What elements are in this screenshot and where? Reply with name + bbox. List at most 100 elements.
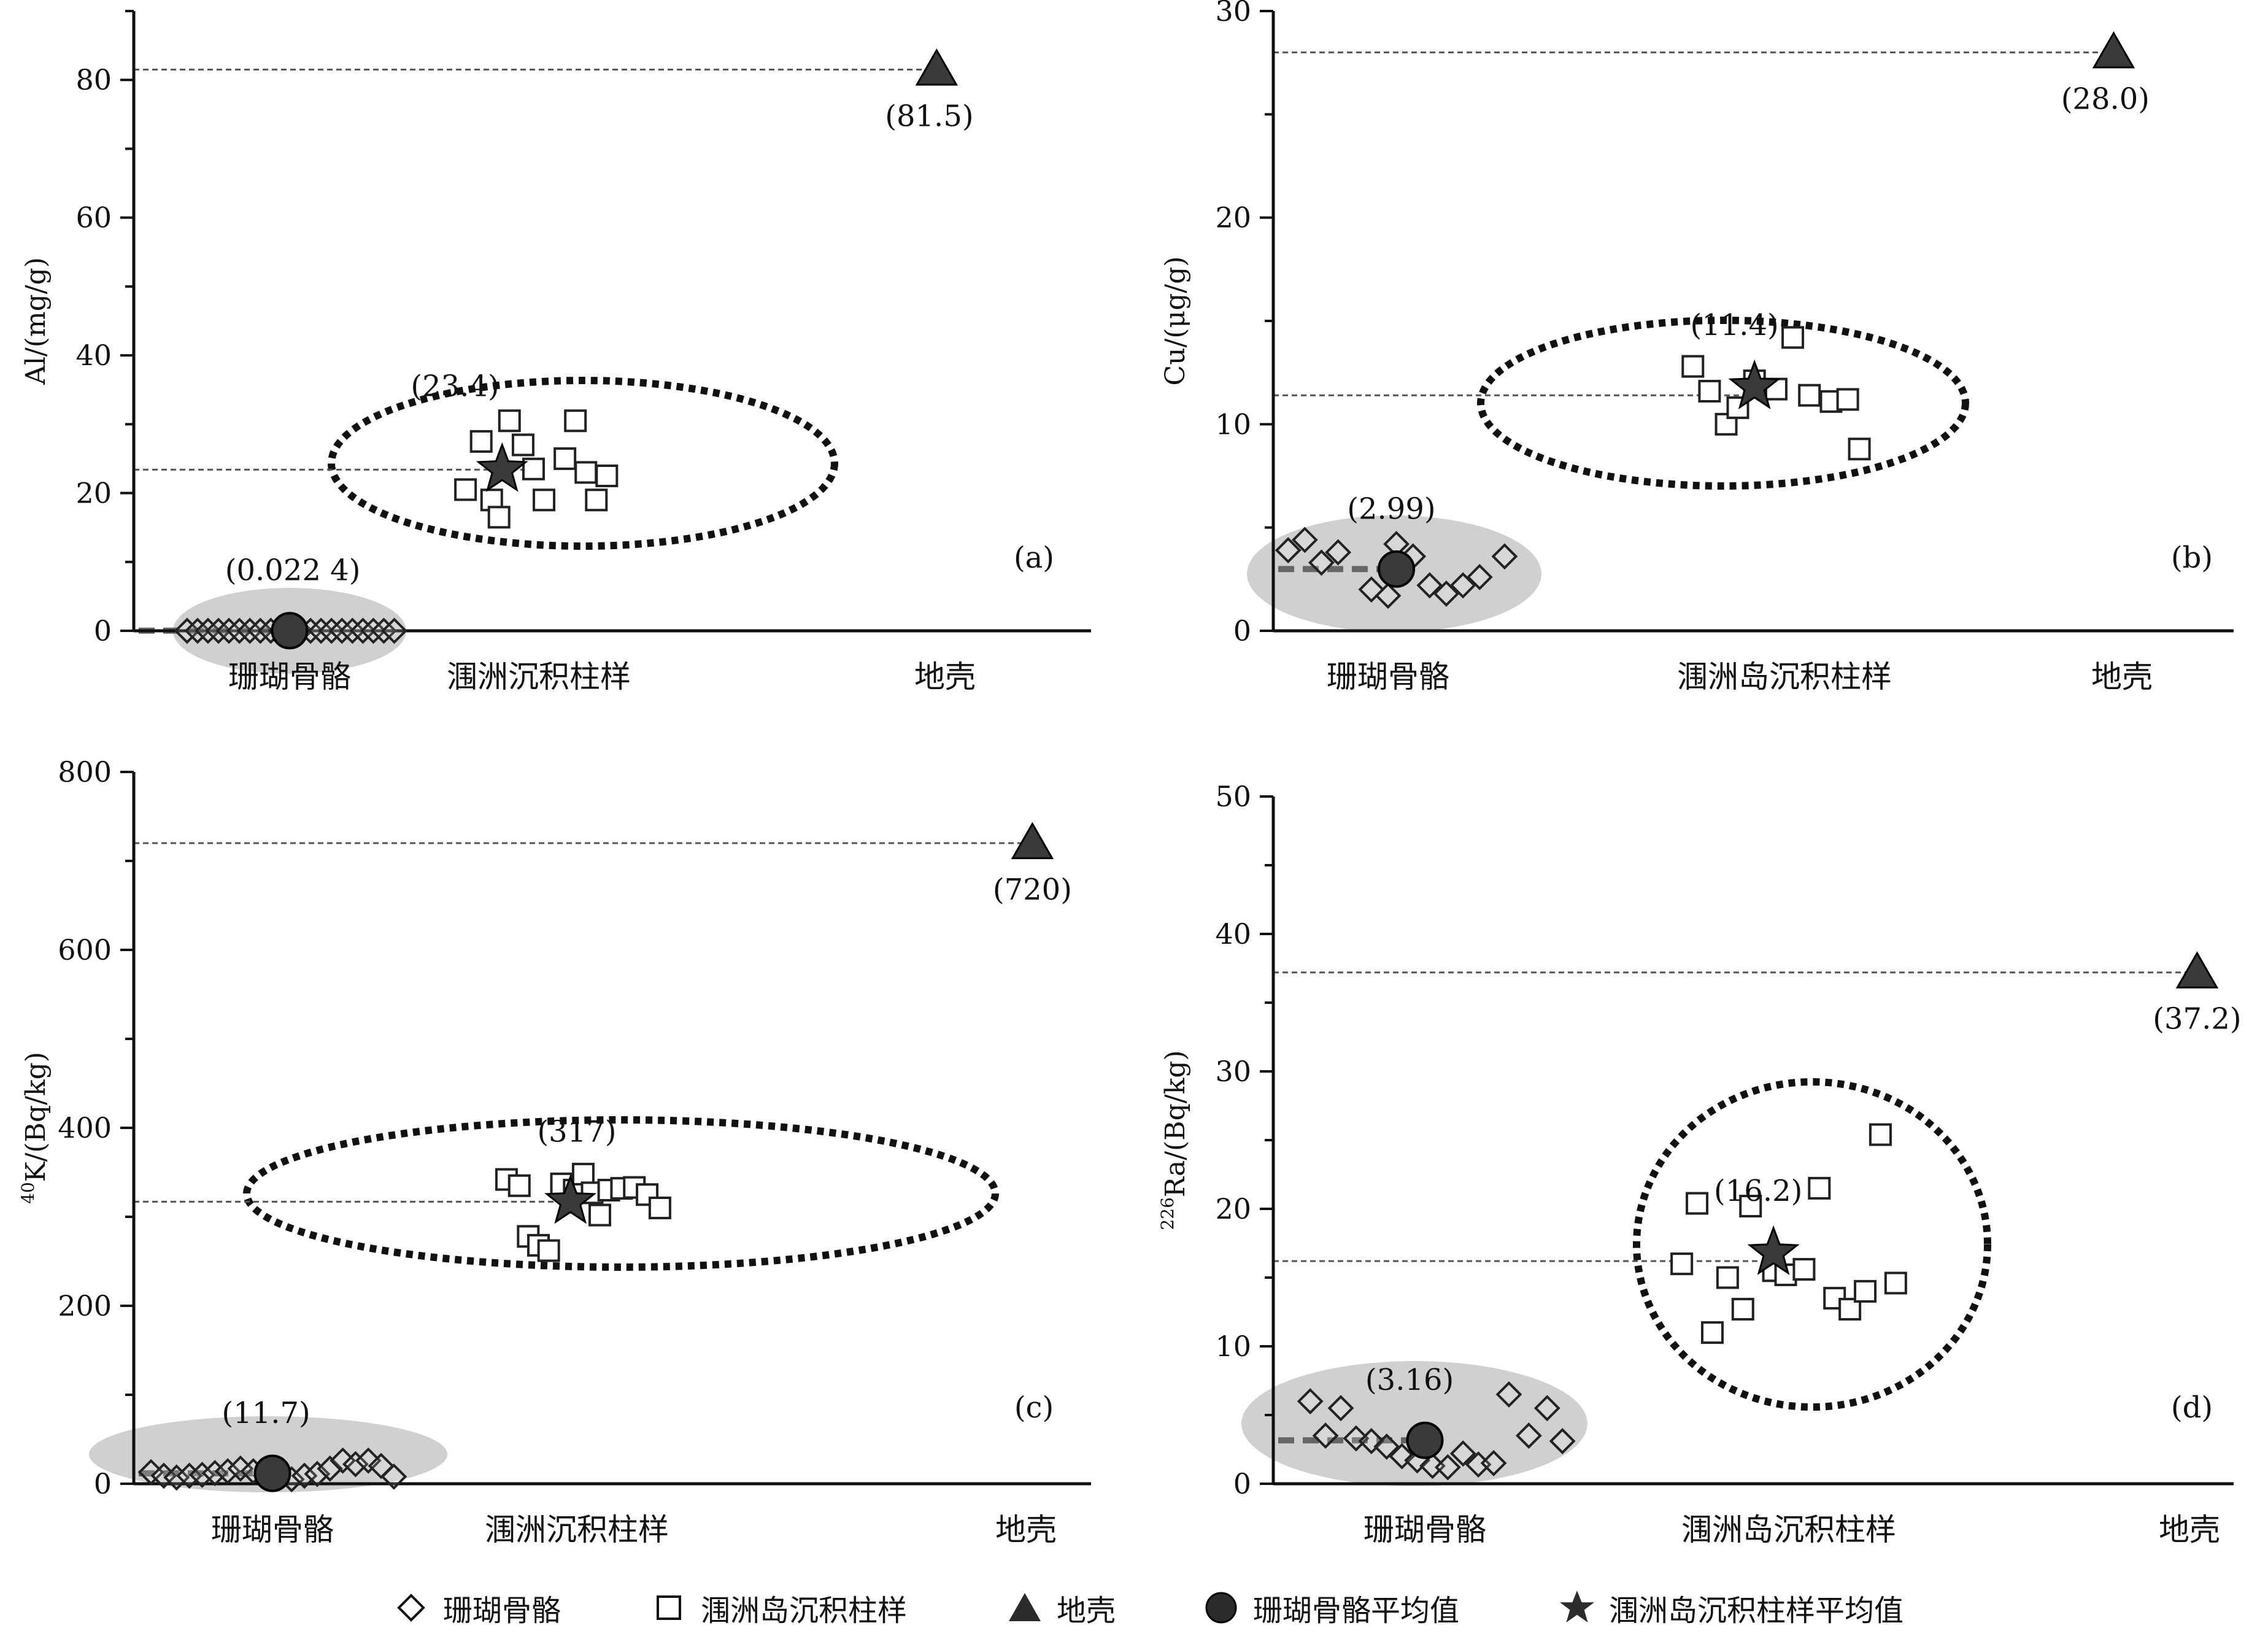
diamond-data-point bbox=[1275, 537, 1302, 564]
legend-item-coral: 珊瑚骨骼 bbox=[393, 1583, 561, 1632]
y-tick-label: 800 bbox=[58, 755, 112, 789]
legend-label-sediment: 涠洲岛沉积柱样 bbox=[701, 1594, 908, 1628]
category-label: 涠洲岛沉积柱样 bbox=[1677, 659, 1892, 695]
y-axis-title: Al/(mg/g) bbox=[20, 257, 52, 385]
diamond-data-point bbox=[1449, 572, 1476, 599]
square-data-point bbox=[1808, 1176, 1831, 1200]
square-data-point bbox=[498, 409, 521, 433]
square-data-point bbox=[636, 1183, 659, 1206]
circle-data-point bbox=[271, 612, 309, 650]
value-annotation: (16.2) bbox=[1714, 1174, 1802, 1208]
value-annotation: (2.99) bbox=[1347, 492, 1435, 526]
y-tick-label: 200 bbox=[58, 1289, 112, 1322]
square-icon bbox=[657, 1595, 681, 1620]
square-data-point bbox=[487, 506, 511, 529]
square-data-point bbox=[1838, 1298, 1862, 1321]
square-data-point bbox=[469, 430, 493, 453]
square-data-point bbox=[588, 1203, 611, 1227]
y-tick-label: 30 bbox=[1215, 0, 1251, 28]
y-tick-label: 0 bbox=[94, 614, 112, 647]
diamond-data-point bbox=[1416, 572, 1443, 599]
y-tick-label: 0 bbox=[1233, 614, 1251, 647]
square-data-point bbox=[533, 488, 556, 512]
diamond-data-point bbox=[1495, 1381, 1522, 1408]
category-label: 涠洲沉积柱样 bbox=[447, 659, 631, 695]
chart-panel-c: 0 200 400 600 800 40K/(Bq/kg) 珊瑚骨骼 涠洲沉积柱样 地壳 (c) (… bbox=[18, 755, 1091, 1548]
diamond-data-point bbox=[1480, 1449, 1507, 1476]
square-data-point bbox=[511, 433, 534, 457]
legend-item-sediment: 涠洲岛沉积柱样 bbox=[650, 1583, 907, 1632]
legend-label-coral: 珊瑚骨骼 bbox=[443, 1594, 561, 1628]
diamond-data-point bbox=[1297, 1388, 1324, 1415]
value-annotation: (37.2) bbox=[2153, 1002, 2241, 1036]
y-tick-label: 80 bbox=[75, 63, 112, 96]
sediment-cluster-ellipse bbox=[243, 1116, 999, 1271]
star-icon bbox=[1560, 1591, 1594, 1622]
y-axis-title-sup: 226 bbox=[1157, 1197, 1178, 1230]
circle-data-point bbox=[253, 1454, 291, 1492]
square-data-point bbox=[507, 1174, 531, 1197]
square-data-point bbox=[1739, 1195, 1762, 1218]
square-data-point bbox=[1716, 1266, 1739, 1289]
panel-label: (b) bbox=[2171, 541, 2213, 575]
panel-label: (d) bbox=[2171, 1390, 2213, 1425]
square-data-point bbox=[564, 409, 587, 433]
y-tick-label: 20 bbox=[1215, 201, 1251, 234]
y-axis-title: 226Ra/(Bq/kg) bbox=[1157, 1050, 1191, 1230]
diamond-data-point bbox=[1373, 1433, 1400, 1460]
legend-label-crust: 地壳 bbox=[1057, 1594, 1116, 1628]
circle-data-point bbox=[1406, 1421, 1444, 1459]
legend-item-sediment-mean: 涠洲岛沉积柱样平均值 bbox=[1559, 1583, 1904, 1632]
diamond-icon bbox=[397, 1594, 425, 1622]
square-data-point bbox=[454, 478, 477, 501]
diamond-data-point bbox=[355, 1447, 382, 1474]
diamond-data-point bbox=[1312, 1422, 1339, 1449]
diamond-data-point bbox=[342, 1451, 369, 1478]
panel-label: (c) bbox=[1014, 1390, 1054, 1425]
y-axis-title-main: K/(Bq/kg) bbox=[20, 1052, 52, 1182]
y-tick-label: 30 bbox=[1215, 1055, 1251, 1088]
star-data-point bbox=[544, 1174, 597, 1224]
square-data-point bbox=[1836, 388, 1859, 411]
square-data-point bbox=[648, 1197, 671, 1219]
diamond-data-point bbox=[1515, 1422, 1542, 1449]
category-label: 涠洲沉积柱样 bbox=[485, 1512, 669, 1548]
diamond-data-point bbox=[1433, 580, 1460, 607]
y-axis-title: Cu/(μg/g) bbox=[1160, 256, 1191, 386]
square-data-point bbox=[1854, 1279, 1877, 1303]
value-annotation: (11.7) bbox=[222, 1396, 310, 1430]
triangle-data-point bbox=[2175, 951, 2219, 989]
star-data-point bbox=[1728, 359, 1781, 409]
square-data-point bbox=[1686, 1192, 1709, 1215]
value-annotation: (81.5) bbox=[885, 99, 973, 133]
y-tick-label: 60 bbox=[75, 201, 112, 234]
square-data-point bbox=[1798, 384, 1821, 407]
triangle-icon bbox=[1009, 1593, 1041, 1621]
category-label: 珊瑚骨骼 bbox=[211, 1512, 334, 1548]
diamond-data-point bbox=[381, 617, 407, 644]
category-label: 涠洲岛沉积柱样 bbox=[1681, 1512, 1896, 1548]
chart-panel-d: 0 10 20 30 40 50 226Ra/(Bq/kg) 珊瑚骨骼 涠洲岛沉积柱样 地壳 (d)… bbox=[1157, 780, 2242, 1548]
square-data-point bbox=[1848, 438, 1871, 461]
diamond-data-point bbox=[1549, 1428, 1576, 1454]
legend-label-sediment-mean: 涠洲岛沉积柱样平均值 bbox=[1609, 1594, 1904, 1628]
square-data-point bbox=[585, 488, 608, 512]
y-tick-label: 40 bbox=[1215, 917, 1251, 951]
category-label: 地壳 bbox=[995, 1512, 1057, 1548]
y-tick-label: 40 bbox=[75, 339, 112, 372]
chart-legend: 珊瑚骨骼 涠洲岛沉积柱样 地壳 珊瑚骨骼平均值 涠洲岛沉积柱样平均值 bbox=[0, 1583, 2268, 1632]
category-label: 地壳 bbox=[2159, 1512, 2220, 1548]
square-data-point bbox=[1670, 1252, 1694, 1276]
value-annotation: (23.4) bbox=[411, 369, 499, 403]
square-data-point bbox=[1792, 1258, 1816, 1281]
chart-panel-b: 0 10 20 30 Cu/(μg/g) 珊瑚骨骼 涠洲岛沉积柱样 地壳 (b) (2.99) (1… bbox=[1160, 0, 2234, 695]
legend-label-coral-mean: 珊瑚骨骼平均值 bbox=[1253, 1594, 1460, 1628]
value-annotation: (317) bbox=[537, 1114, 616, 1149]
y-tick-label: 20 bbox=[75, 477, 112, 510]
square-data-point bbox=[1731, 1298, 1754, 1321]
sediment-cluster-ellipse bbox=[1477, 317, 1969, 490]
square-data-point bbox=[1884, 1271, 1907, 1295]
category-label: 地壳 bbox=[914, 659, 976, 695]
circle-data-point bbox=[1378, 550, 1416, 588]
